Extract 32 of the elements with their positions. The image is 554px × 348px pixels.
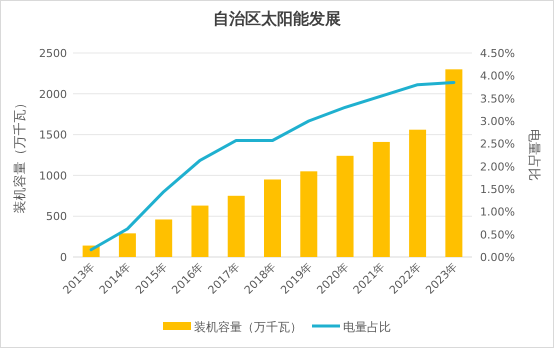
- bar: [300, 171, 318, 257]
- bar: [118, 233, 136, 257]
- bar: [264, 179, 281, 257]
- chart-title: 自治区太阳能发展: [213, 9, 341, 28]
- bar: [155, 219, 172, 257]
- y2-tick-label: 0.00%: [480, 251, 515, 264]
- y2-tick-label: 1.50%: [480, 183, 515, 196]
- line-series: [90, 80, 456, 252]
- y-axis-title: 装机容量（万千瓦）: [12, 96, 28, 214]
- y2-tick-label: 1.00%: [480, 206, 515, 219]
- y-tick-label: 0: [60, 251, 67, 264]
- y-tick-label: 2500: [39, 47, 67, 60]
- y2-tick-label: 4.00%: [480, 70, 515, 83]
- y2-tick-label: 4.50%: [480, 47, 515, 60]
- y-tick-label: 2000: [39, 88, 67, 101]
- y2-tick-label: 2.50%: [480, 138, 515, 151]
- bar: [336, 156, 354, 257]
- y-tick-label: 1000: [39, 169, 67, 182]
- y2-tick-label: 0.50%: [480, 228, 515, 242]
- bar: [409, 130, 426, 257]
- y2-tick-label: 2.00%: [480, 160, 515, 174]
- bar: [228, 196, 245, 257]
- legend-label: 电量占比: [343, 320, 391, 334]
- bar: [372, 142, 390, 257]
- bar: [191, 206, 208, 257]
- bar: [445, 69, 462, 257]
- y-tick-label: 1500: [39, 128, 67, 142]
- y2-tick-label: 3.00%: [480, 115, 515, 128]
- y-tick-label: 500: [46, 210, 67, 224]
- y2-tick-label: 3.50%: [480, 92, 515, 106]
- legend-label: 装机容量（万千瓦）: [194, 320, 302, 334]
- y2-axis-title: 电量占比: [526, 129, 541, 181]
